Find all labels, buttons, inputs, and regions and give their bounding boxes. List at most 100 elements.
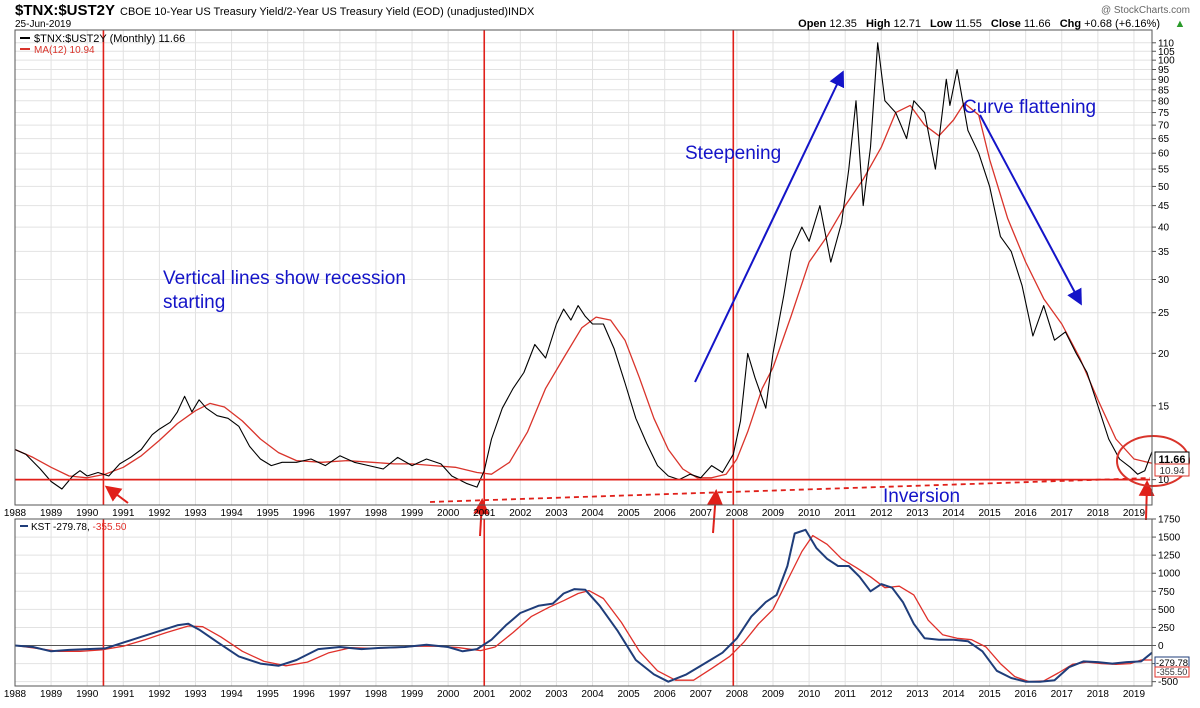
price-ytick-label-50: 50: [1158, 182, 1170, 193]
kst-last-value: -279.78: [1156, 658, 1188, 669]
price-panel: 1015202530354045505560657075808590951001…: [4, 29, 1190, 537]
price-xtick-label-2019: 2019: [1123, 508, 1146, 519]
kst-xtick-label-2015: 2015: [978, 689, 1001, 700]
price-ytick-label-100: 100: [1158, 56, 1175, 67]
kst-xtick-label-1989: 1989: [40, 689, 63, 700]
chart-date: 25-Jun-2019: [15, 19, 72, 30]
high-value: 12.71: [893, 18, 921, 30]
kst-xtick-label-1995: 1995: [257, 689, 280, 700]
kst-xtick-label-2007: 2007: [690, 689, 713, 700]
price-xtick-label-1998: 1998: [365, 508, 388, 519]
price-ytick-label-20: 20: [1158, 349, 1170, 360]
price-ytick-label-15: 15: [1158, 401, 1170, 412]
kst-ytick-label-500: 500: [1158, 605, 1175, 616]
kst-ytick-label-250: 250: [1158, 623, 1175, 634]
kst-line: [14, 528, 1153, 683]
exchange-label: INDX: [508, 6, 535, 18]
price-annotations: Vertical lines show recession starting S…: [163, 97, 1096, 507]
kst-xtick-label-1997: 1997: [329, 689, 352, 700]
kst-xtick-label-2016: 2016: [1015, 689, 1038, 700]
last-value-ma: 10.94: [1159, 466, 1184, 477]
price-xtick-label-1997: 1997: [329, 508, 352, 519]
price-ytick-label-90: 90: [1158, 75, 1170, 86]
kst-signal-last-value: -355.50: [1157, 667, 1188, 677]
price-xtick-label-1996: 1996: [293, 508, 316, 519]
kst-xtick-label-2018: 2018: [1087, 689, 1110, 700]
last-value-ratio: 11.66: [1159, 454, 1186, 466]
price-xtick-label-1999: 1999: [401, 508, 424, 519]
price-ytick-label-30: 30: [1158, 275, 1170, 286]
price-legend: $TNX:$UST2Y (Monthly) 11.66 MA(12) 10.94: [20, 33, 185, 56]
price-ytick-label-40: 40: [1158, 223, 1170, 234]
price-xtick-label-2000: 2000: [437, 508, 460, 519]
price-xtick-label-1988: 1988: [4, 508, 27, 519]
price-ytick-label-25: 25: [1158, 308, 1170, 319]
price-xtick-label-2006: 2006: [654, 508, 677, 519]
price-ytick-label-95: 95: [1158, 65, 1170, 76]
kst-xtick-label-2012: 2012: [870, 689, 893, 700]
kst-x-axis: 1988 1989 1990 1991 1992 1993 1994 1995 1996 1997…: [4, 689, 1146, 700]
kst-ytick-label-1000: 1000: [1158, 569, 1181, 580]
chg-up-arrow-icon: ▲: [1175, 18, 1186, 30]
price-xtick-label-1989: 1989: [40, 508, 63, 519]
kst-xtick-label-2006: 2006: [654, 689, 677, 700]
legend-ma-label: MA(12) 10.94: [34, 45, 95, 56]
kst-xtick-label-2005: 2005: [617, 689, 640, 700]
last-value-ma-tag: [1154, 463, 1190, 477]
kst-xtick-label-2002: 2002: [509, 689, 532, 700]
price-ytick-label-70: 70: [1158, 121, 1170, 132]
price-xtick-label-2012: 2012: [870, 508, 893, 519]
legend-ratio-label: $TNX:$UST2Y (Monthly) 11.66: [34, 33, 185, 45]
price-xtick-label-1994: 1994: [220, 508, 243, 519]
price-xtick-label-2018: 2018: [1087, 508, 1110, 519]
legend-kst-label: KST -279.78,: [31, 522, 90, 533]
price-ytick-label-10: 10: [1158, 475, 1170, 486]
inversion-trend-dashed-line: [429, 477, 1151, 503]
ma12-line: [14, 102, 1153, 479]
ohlc-readout: Open 12.35 High 12.71 Low 11.55 Close 11…: [798, 18, 1160, 30]
price-ytick-label-85: 85: [1158, 85, 1170, 96]
price-ytick-label-80: 80: [1158, 96, 1170, 107]
price-ytick-label-110: 110: [1158, 38, 1174, 49]
steepening-arrow-icon: [694, 70, 845, 383]
symbol-title: $TNX:$UST2Y: [15, 2, 115, 19]
price-xtick-label-2005: 2005: [617, 508, 640, 519]
price-ytick-label-55: 55: [1158, 165, 1170, 176]
low-label: Low: [930, 18, 952, 30]
kst-xtick-label-1998: 1998: [365, 689, 388, 700]
legend-kst-text: KST -279.78, -355.50: [31, 522, 127, 533]
price-x-axis: 1988 1989 1990 1991 1992 1993 1994 1995 1996 1997…: [4, 508, 1146, 519]
kst-xtick-label-1996: 1996: [293, 689, 316, 700]
close-label: Close: [991, 18, 1021, 30]
kst-panel: -500 0 250 500 750 1000 1250 1500 1750 KST -279.…: [4, 515, 1190, 700]
kst-xtick-label-1990: 1990: [76, 689, 99, 700]
price-xtick-label-2008: 2008: [726, 508, 749, 519]
kst-xtick-label-2003: 2003: [545, 689, 568, 700]
kst-xtick-label-1994: 1994: [220, 689, 243, 700]
price-panel-frame: [14, 29, 1153, 506]
low-value: 11.55: [955, 18, 982, 30]
price-xtick-label-1991: 1991: [112, 508, 135, 519]
price-ytick-label-45: 45: [1158, 201, 1170, 212]
kst-series: [14, 528, 1153, 683]
recession-lines: [102, 30, 735, 505]
price-xtick-label-2003: 2003: [545, 508, 568, 519]
kst-xtick-label-2004: 2004: [581, 689, 604, 700]
kst-ytick-label-1750: 1750: [1158, 515, 1181, 526]
price-xtick-label-2017: 2017: [1051, 508, 1074, 519]
price-xtick-label-1990: 1990: [76, 508, 99, 519]
price-xtick-label-2002: 2002: [509, 508, 532, 519]
kst-ytick-label--500: -500: [1158, 677, 1178, 688]
kst-last-value-tags: -279.78 -355.50: [1154, 656, 1190, 678]
recession-arrow-2008-icon: [707, 489, 724, 534]
price-xtick-label-2007: 2007: [690, 508, 713, 519]
annotation-recession-note-line2: starting: [163, 292, 225, 313]
open-value: 12.35: [829, 18, 857, 30]
kst-xtick-label-2001: 2001: [473, 689, 496, 700]
price-xtick-label-2013: 2013: [906, 508, 929, 519]
kst-ytick-label-1500: 1500: [1158, 533, 1181, 544]
chg-value: +0.68 (+6.16%): [1084, 18, 1160, 30]
high-label: High: [866, 18, 891, 30]
kst-ytick-label-750: 750: [1158, 587, 1175, 598]
